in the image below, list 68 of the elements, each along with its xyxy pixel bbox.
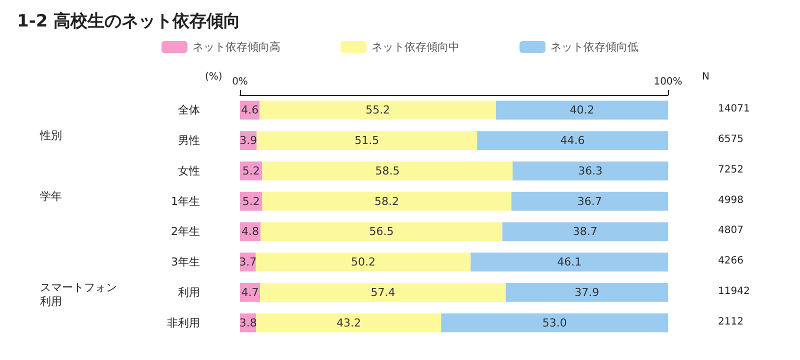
bar [262,162,513,180]
bar [470,252,668,272]
bar [262,192,512,211]
bar [496,100,668,120]
y-tick-label: 1年生 [171,194,200,208]
x-tick-label: 0% [232,76,248,88]
y-tick-label: 3年生 [171,256,200,269]
data-label: 5.2 [242,194,260,208]
y-tick-label: 女性 [178,164,200,178]
text: N [702,72,710,82]
data-label: 4.7 [241,286,259,299]
bar [506,283,668,302]
data-label: 57.4 [370,286,396,299]
bar [511,192,668,211]
text: 6575 [718,134,744,146]
data-label: 43.2 [336,316,361,330]
bar [260,222,502,242]
data-label: 56.5 [369,225,394,238]
bar [512,162,668,180]
data-label: 38.7 [572,225,598,238]
text: スマートフォン利用 [40,280,117,308]
y-tick-label: 非利用 [167,316,200,330]
data-label: 50.2 [351,256,376,269]
bar [256,131,478,150]
data-label: 40.2 [570,104,594,117]
y-tick-label: 2年生 [171,225,200,238]
text: 7252 [718,164,744,176]
text: 性別 [39,129,62,142]
text: 11942 [718,286,750,297]
chart-title: 1-2 高校生のネット依存傾向 [17,12,241,32]
data-label: 36.3 [578,164,603,178]
data-label: 46.1 [557,256,582,269]
data-label: 58.2 [374,194,400,208]
legend-label: ネット依存傾向中 [372,40,460,54]
bar [260,283,506,302]
y-tick-label: 全体 [178,104,200,117]
bar [256,252,471,272]
legend-label: ネット依存傾向高 [192,40,280,54]
bar [441,313,668,332]
data-label: 3.9 [240,134,258,148]
data-label: 58.5 [375,164,400,178]
text: (%) [205,72,222,82]
text: 学年 [40,190,62,203]
bar [502,222,668,242]
text: 2112 [718,316,744,328]
text: 4998 [718,194,744,206]
bar [260,100,496,120]
data-label: 53.0 [542,316,567,330]
text: 14071 [718,104,750,115]
bar [256,313,442,332]
data-label: 4.6 [241,104,259,117]
data-label: 36.7 [577,194,602,208]
bar [477,131,668,150]
x-tick-label: 100% [654,76,682,88]
y-tick-label: 利用 [178,286,200,299]
y-tick-label: 男性 [178,134,200,148]
bar [240,162,262,180]
data-label: 44.6 [560,134,585,148]
data-label: 3.8 [239,316,257,330]
data-label: 5.2 [242,164,260,178]
data-label: 51.5 [354,134,380,148]
text: 4266 [718,256,744,267]
legend-label: ネット依存傾向低 [550,40,638,54]
data-label: 37.9 [574,286,600,299]
data-label: 55.2 [366,104,390,117]
text: 4807 [718,225,744,236]
data-label: 3.7 [239,256,257,269]
data-label: 4.8 [242,225,260,238]
